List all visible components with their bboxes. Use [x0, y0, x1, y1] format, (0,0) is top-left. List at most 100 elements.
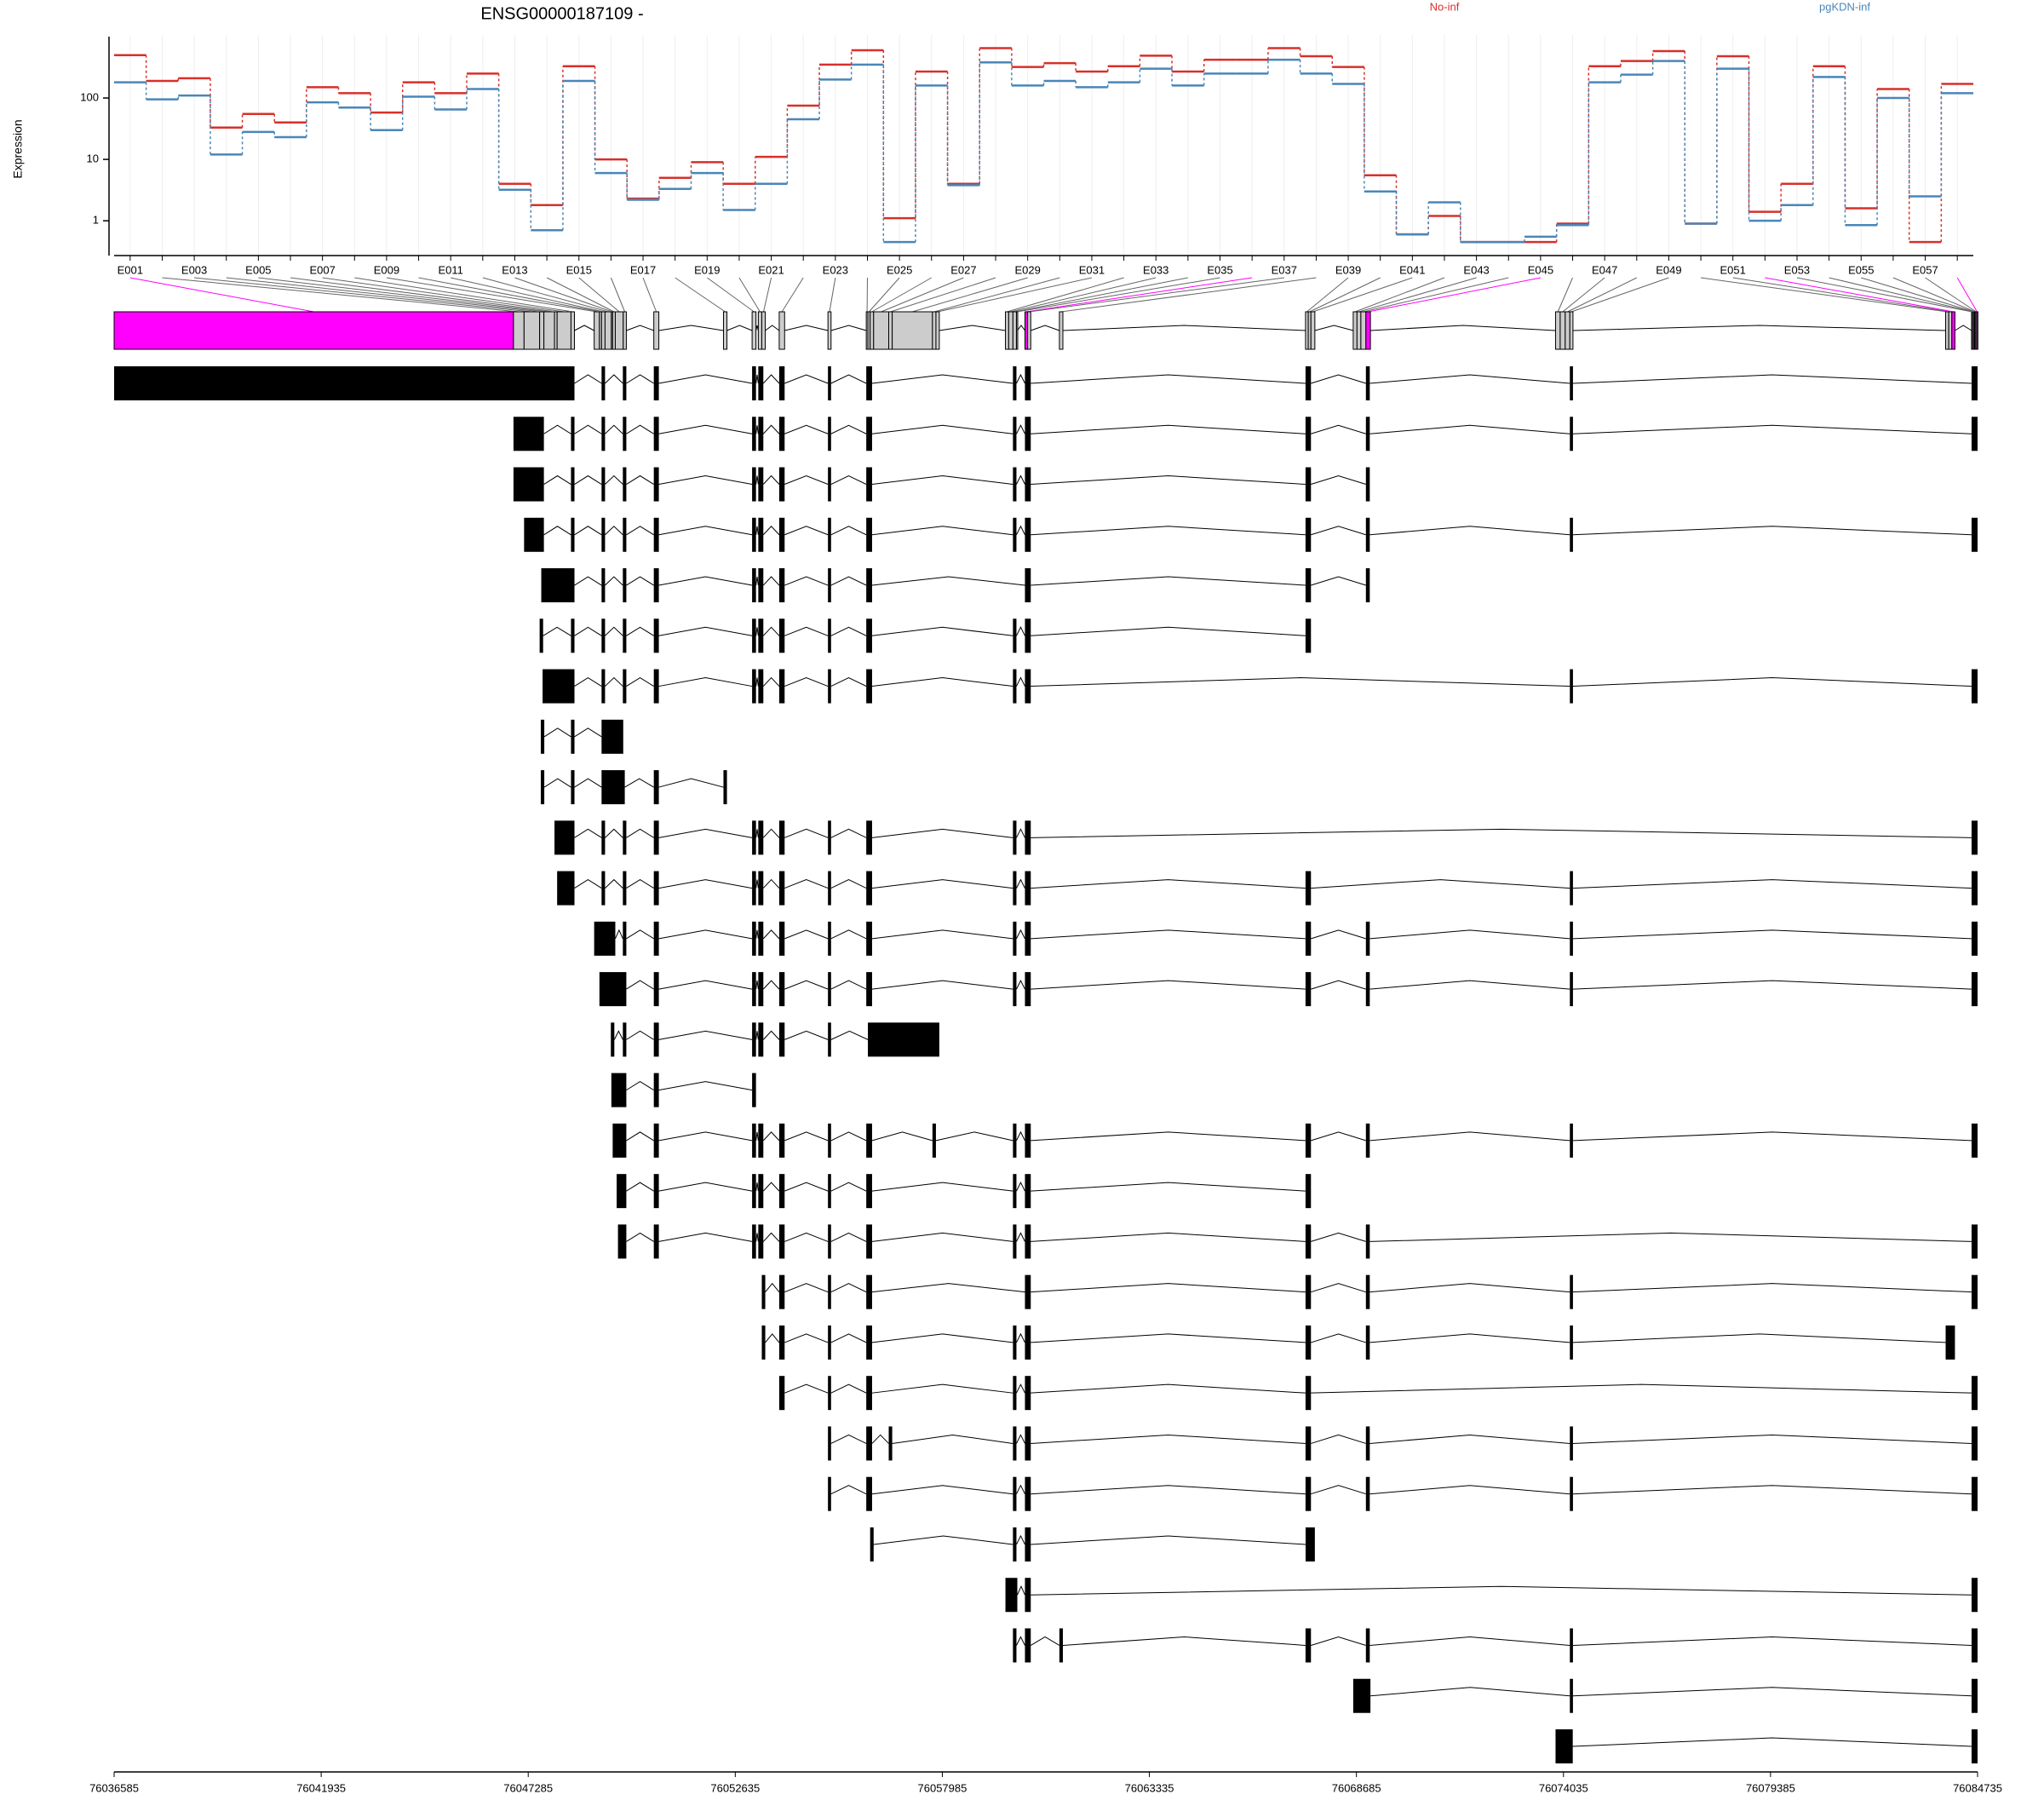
intron [784, 1030, 829, 1040]
intron [755, 627, 759, 636]
intron [762, 626, 780, 636]
transcript-exon [1305, 1123, 1312, 1158]
intron [1311, 1232, 1366, 1242]
transcript-exon [513, 467, 544, 502]
transcript-exon [623, 669, 627, 704]
intron [626, 374, 654, 384]
intron [1016, 1383, 1025, 1394]
intron [830, 677, 867, 687]
intron [1572, 374, 1972, 384]
transcript-exon [866, 820, 872, 855]
transcript-exon [866, 417, 872, 452]
intron [784, 677, 829, 687]
exonic-part [1008, 311, 1013, 350]
intron [626, 1081, 654, 1091]
intron [871, 1383, 1013, 1394]
exon-connector [1829, 277, 1973, 313]
exonic-part [623, 311, 627, 350]
transcript-exon [540, 770, 545, 805]
exonic-part [1365, 311, 1371, 350]
intron [784, 1333, 829, 1343]
intron [762, 878, 780, 889]
intron [574, 424, 602, 434]
intron [1572, 980, 1972, 990]
transcript-exon [828, 568, 831, 603]
exon-connector [707, 277, 755, 313]
transcript-exon [1013, 1376, 1017, 1411]
x-tick-label: E005 [245, 263, 271, 276]
intron [543, 475, 571, 485]
intron [626, 879, 654, 889]
intron [1572, 677, 1972, 687]
exon-connector [226, 277, 543, 313]
exon-connector [1060, 277, 1317, 313]
intron [1311, 576, 1366, 586]
chart-title: ENSG00000187109 - [480, 4, 643, 23]
intron [605, 576, 623, 586]
intron [1016, 1434, 1025, 1444]
genomic-tick-label: 76068685 [1332, 1781, 1381, 1794]
transcript-exon [778, 1123, 785, 1158]
intron [658, 879, 753, 889]
transcript-exon [1305, 871, 1312, 906]
x-tick-label: E009 [374, 263, 399, 276]
transcript-exon [752, 921, 756, 956]
transcript-exon [571, 618, 575, 653]
transcript-exon [752, 417, 756, 452]
transcript-exon [1025, 820, 1031, 855]
intron [762, 1131, 780, 1142]
x-tick-label: E017 [630, 263, 656, 276]
intron [755, 576, 759, 586]
transcript-exon [653, 366, 659, 400]
transcript-exon [1013, 669, 1017, 704]
transcript-exon [866, 972, 872, 1007]
intron [755, 374, 759, 384]
x-tick-label: E057 [1912, 263, 1938, 276]
transcript-exon [1365, 517, 1370, 552]
intron [871, 980, 1013, 990]
intron [1016, 1534, 1025, 1545]
exonic-part [757, 311, 762, 350]
intron [1311, 980, 1366, 990]
exon-connector [1016, 277, 1220, 313]
transcript-exon [1971, 1729, 1978, 1763]
intron [830, 576, 867, 586]
transcript-exon [1570, 517, 1573, 552]
intron [1369, 929, 1570, 940]
transcript-exon [1971, 366, 1978, 400]
intron [784, 1232, 829, 1242]
transcript-exon [1013, 1224, 1017, 1259]
transcript-exon [1013, 1476, 1017, 1511]
intron [605, 676, 623, 687]
intron [574, 879, 602, 889]
transcript-exon [1570, 366, 1573, 400]
intron [1572, 1485, 1972, 1495]
transcript-exon [623, 871, 627, 906]
intron [1572, 879, 1972, 889]
intron [1572, 929, 1972, 940]
intron [1016, 475, 1025, 485]
intron [784, 325, 829, 331]
intron [543, 424, 571, 434]
transcript-exon [601, 618, 606, 653]
transcript-exon [1025, 669, 1031, 704]
intron [1369, 1232, 1972, 1242]
transcript-exon [1025, 568, 1031, 603]
transcript-exon [723, 770, 727, 805]
transcript-exon [758, 467, 764, 502]
intron [1370, 325, 1556, 331]
exonic-part [722, 311, 728, 350]
intron [1370, 1687, 1570, 1697]
intron [871, 1434, 889, 1444]
intron [1016, 1130, 1025, 1142]
transcript-exon [1305, 1376, 1312, 1411]
transcript-exon [1971, 820, 1978, 855]
transcript-exon [1013, 618, 1017, 653]
exonic-part [556, 311, 571, 350]
intron [830, 1485, 867, 1495]
intron [830, 1383, 867, 1394]
transcript-exon [611, 1073, 627, 1107]
intron [1311, 929, 1366, 940]
transcript-exon [601, 770, 625, 805]
transcript-exon [778, 921, 785, 956]
